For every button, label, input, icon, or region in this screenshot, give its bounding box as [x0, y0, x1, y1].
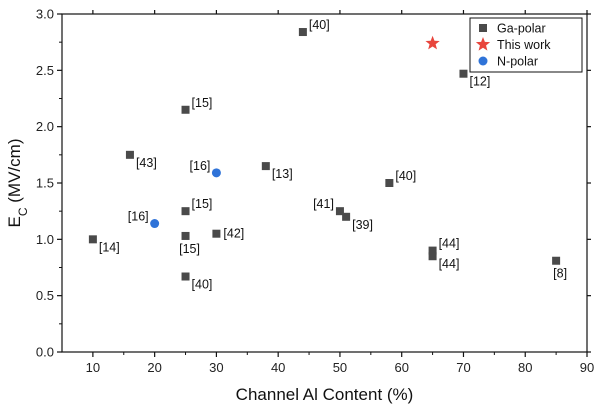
legend-entry: Ga-polar	[497, 22, 546, 36]
data-point-square	[428, 252, 437, 261]
y-axis-label-unit: (MV/cm)	[5, 139, 24, 208]
x-tick-label: 60	[394, 360, 408, 375]
data-point-square	[385, 179, 394, 187]
data-point-star	[425, 35, 440, 50]
tick-marks: 10 20 30 40 50 60 70 80 90 0.0 0.5 1.0 1.5 2.0 2.5 3.0	[36, 7, 594, 376]
y-tick-label: 0.0	[36, 345, 54, 360]
x-tick-label: 10	[86, 360, 100, 375]
data-label: [8]	[553, 267, 567, 281]
data-label: [42]	[223, 227, 244, 241]
point-labels: [40] [12] [15] [43] [13] [40] [41] [39] [15] [15]…	[99, 18, 567, 291]
data-point-square	[212, 229, 221, 238]
x-tick-label: 40	[271, 360, 285, 375]
data-label: [41]	[313, 197, 334, 211]
legend-entry: N-polar	[497, 55, 538, 69]
data-label: [16]	[190, 159, 211, 173]
x-tick-label: 30	[209, 360, 223, 375]
data-point-square	[181, 231, 190, 240]
data-label: [16]	[128, 210, 149, 224]
data-point-square	[88, 235, 97, 244]
data-point-square	[181, 105, 190, 114]
data-label: [43]	[136, 156, 157, 170]
y-axis-label-main: E	[5, 216, 24, 227]
data-label: [12]	[469, 75, 490, 89]
data-label: [15]	[192, 197, 213, 211]
y-axis-label: EC (MV/cm)	[5, 139, 30, 228]
legend-entry: This work	[497, 38, 551, 52]
y-tick-label: 1.0	[36, 232, 54, 247]
data-label: [40]	[395, 169, 416, 183]
legend-marker-star	[475, 37, 491, 51]
data-point-circle	[211, 168, 221, 178]
x-axis-label: Channel Al Content (%)	[236, 385, 414, 404]
data-point-square	[261, 162, 270, 171]
data-label: [40]	[309, 18, 330, 32]
data-points	[88, 28, 561, 281]
data-point-circle	[150, 219, 160, 229]
y-tick-label: 2.0	[36, 119, 54, 134]
data-label: [44]	[439, 237, 460, 251]
data-label: [44]	[439, 257, 460, 271]
legend-box	[469, 17, 583, 73]
data-label: [39]	[352, 218, 373, 232]
legend-marker-square	[479, 24, 487, 32]
data-label: [40]	[192, 278, 213, 292]
x-tick-label: 20	[147, 360, 161, 375]
data-point-square	[335, 207, 344, 216]
data-point-square	[298, 28, 307, 37]
x-tick-label: 90	[580, 360, 594, 375]
data-point-square	[181, 207, 190, 216]
y-tick-label: 0.5	[36, 288, 54, 303]
y-tick-label: 2.5	[36, 63, 54, 78]
data-point-square	[181, 272, 190, 281]
y-tick-label: 1.5	[36, 176, 54, 191]
data-point-square	[459, 69, 468, 78]
x-tick-label: 70	[456, 360, 470, 375]
data-label: [15]	[192, 96, 213, 110]
data-point-square	[428, 246, 437, 255]
y-tick-label: 3.0	[36, 7, 54, 22]
data-label: [14]	[99, 240, 120, 254]
legend: Ga-polar This work N-polar	[469, 17, 583, 73]
data-label: [15]	[179, 242, 200, 256]
x-tick-label: 50	[333, 360, 347, 375]
y-axis-label-subscript: C	[16, 207, 30, 216]
data-point-square	[552, 256, 561, 265]
x-tick-label: 80	[518, 360, 532, 375]
legend-marker-circle	[478, 56, 488, 66]
data-point-square	[125, 150, 134, 159]
data-label: [13]	[272, 167, 293, 181]
data-point-square	[342, 212, 351, 221]
